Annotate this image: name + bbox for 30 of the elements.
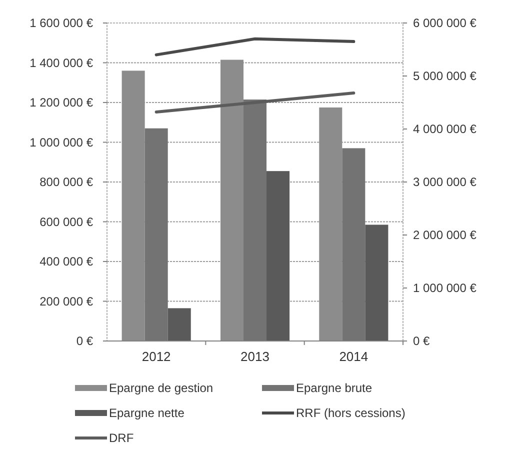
legend-label: RRF (hors cessions)	[296, 406, 406, 420]
legend-label: Epargne brute	[296, 381, 372, 396]
y2-tick-label: 2 000 000 €	[413, 228, 477, 242]
y-tick-label: 1 000 000 €	[30, 135, 94, 150]
y2-tick-label: 3 000 000 €	[413, 175, 477, 190]
y2-tick-label: 0 €	[413, 334, 430, 348]
y2-tick-label: 1 000 000 €	[413, 281, 477, 296]
bar	[243, 100, 267, 341]
y-tick-label: 0 €	[76, 334, 94, 348]
bar	[144, 128, 168, 341]
x-tick-label: 2014	[339, 349, 368, 364]
y2-tick-label: 5 000 000 €	[413, 69, 477, 84]
y-tick-label: 1 200 000 €	[30, 96, 94, 110]
y-tick-label: 400 000 €	[40, 254, 94, 269]
bar	[266, 171, 290, 341]
y-tick-label: 600 000 €	[40, 214, 94, 229]
y-tick-label: 800 000 €	[40, 175, 94, 190]
y2-tick-label: 4 000 000 €	[413, 122, 477, 136]
legend-label: DRF	[109, 431, 134, 446]
x-tick-label: 2013	[240, 349, 270, 364]
bar	[365, 224, 388, 341]
bar	[168, 308, 191, 341]
y-tick-label: 200 000 €	[40, 294, 94, 308]
y-tick-label: 1 400 000 €	[30, 56, 94, 70]
legend-label: Epargne nette	[109, 406, 185, 420]
bar	[342, 148, 366, 341]
y2-tick-label: 6 000 000 €	[413, 16, 477, 30]
legend-label: Epargne de gestion	[109, 381, 214, 396]
y-tick-label: 1 600 000 €	[30, 16, 94, 30]
x-tick-label: 2012	[142, 349, 171, 364]
